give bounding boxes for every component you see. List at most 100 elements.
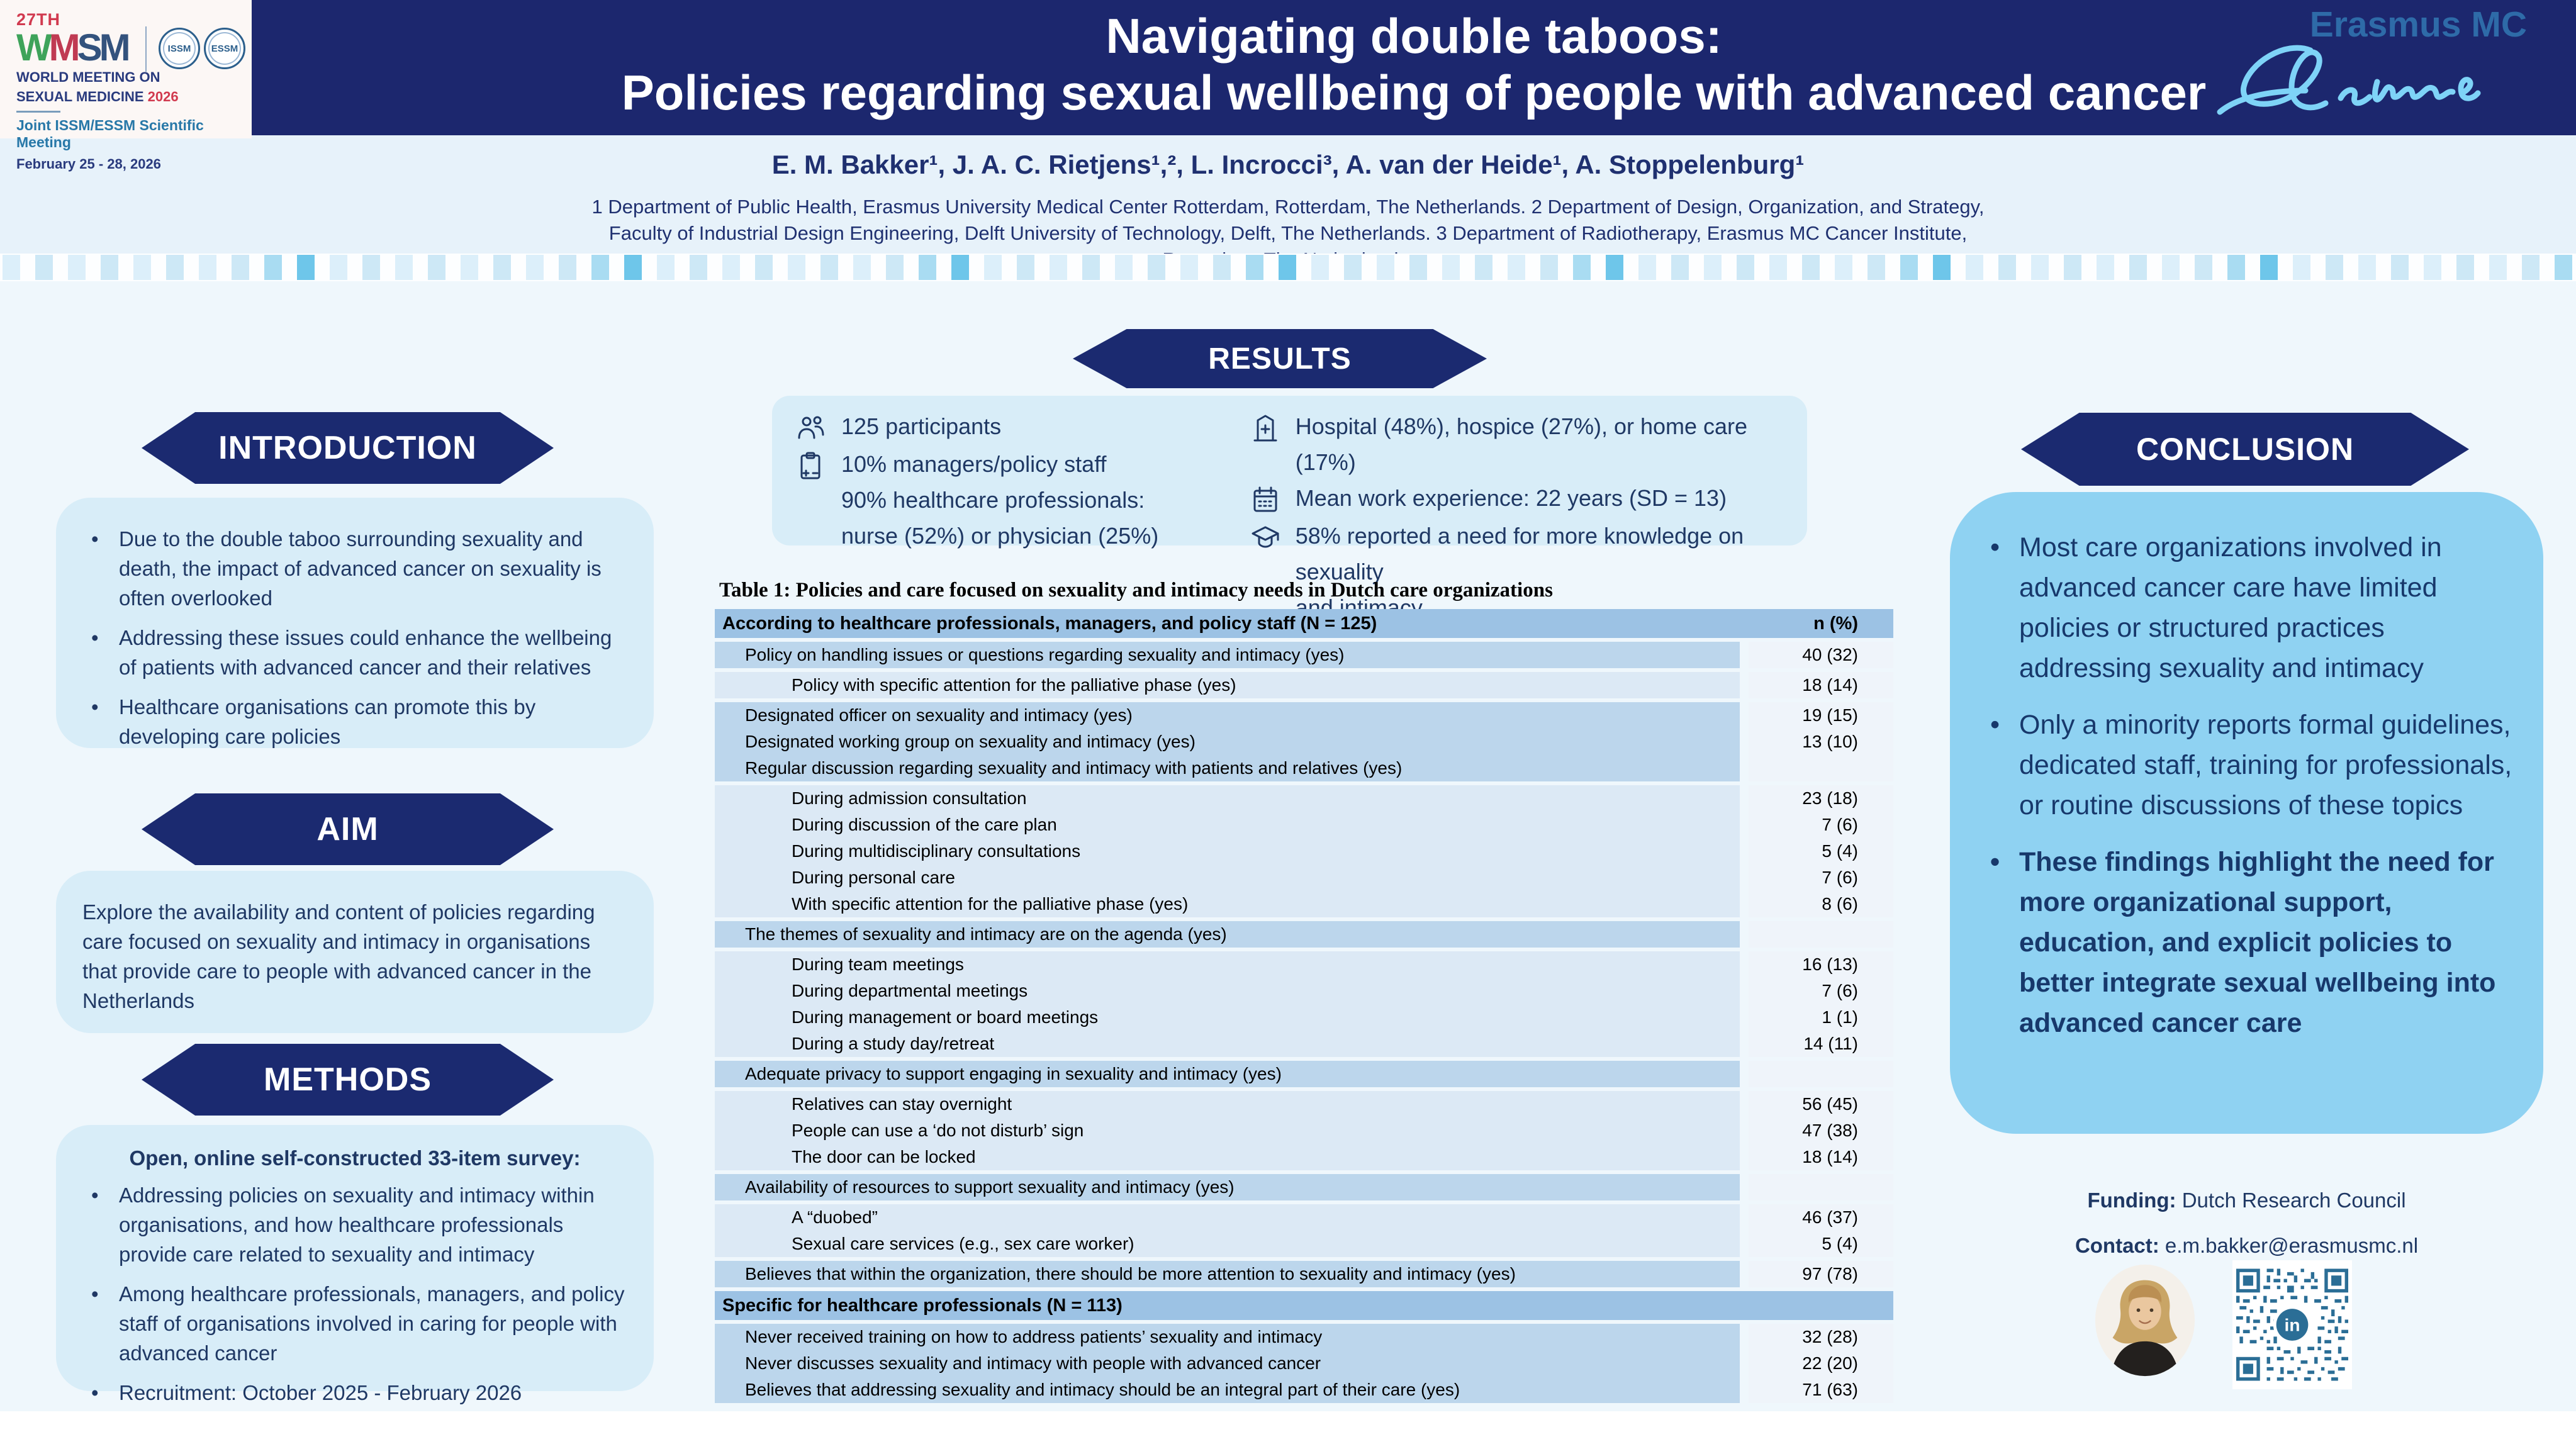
table-title: Table 1: Policies and care focused on se…: [719, 579, 1553, 601]
stat-item: Hospital (48%), hospice (27%), or home c…: [1250, 408, 1783, 480]
methods-header: METHODS: [142, 1044, 554, 1116]
strip-bar: [1606, 255, 1623, 280]
list-item: Due to the double taboo surrounding sexu…: [82, 524, 627, 613]
header-band: [0, 0, 2576, 135]
strip-bar: [984, 255, 1002, 280]
calendar-icon: [1250, 480, 1283, 518]
table-column-gap: [1740, 1117, 1749, 1144]
strip-bar: [2456, 255, 2474, 280]
wmsm-acronym: WMSM: [16, 26, 131, 69]
strip-bar: [362, 255, 380, 280]
table-row-value: 46 (37): [1749, 1204, 1893, 1231]
strip-bar: [2227, 255, 2245, 280]
list-item: Addressing these issues could enhance th…: [82, 623, 627, 682]
society-seals: ISSM ESSM: [159, 28, 245, 69]
wmsm-line2: SEXUAL MEDICINE 2026: [16, 89, 179, 104]
strip-bar: [1540, 255, 1558, 280]
wmsm-edition: 27TH: [16, 10, 61, 29]
strip-bar: [133, 255, 151, 280]
table-column-gap: [1740, 1144, 1749, 1170]
table-row-label: Believes that within the organization, t…: [715, 1261, 1740, 1287]
table-row: During a study day/retreat 14 (11): [715, 1031, 1893, 1057]
table-column-gap: [1740, 1231, 1749, 1257]
table-column-gap: [1740, 951, 1749, 978]
strip-bar: [2555, 255, 2572, 280]
table-row: Relatives can stay overnight 56 (45): [715, 1091, 1893, 1117]
strip-bar: [624, 255, 642, 280]
table-row: Regular discussion regarding sexuality a…: [715, 755, 1893, 781]
table-row-value: 8 (6): [1749, 891, 1893, 917]
table-row: Sexual care services (e.g., sex care wor…: [715, 1231, 1893, 1257]
table-row-label: During admission consultation: [715, 785, 1740, 812]
strip-bar: [493, 255, 511, 280]
strip-bar: [722, 255, 740, 280]
strip-bar: [1213, 255, 1231, 280]
table-row-label: A “duobed”: [715, 1204, 1740, 1231]
strip-bar: [690, 255, 707, 280]
table-row-label: Designated working group on sexuality an…: [715, 729, 1740, 755]
strip-bar: [1998, 255, 2016, 280]
strip-bar: [2097, 255, 2114, 280]
results-stats-box: 125 participants 10% managers/policy staf…: [772, 396, 1807, 620]
strip-bar: [232, 255, 249, 280]
strip-bar: [2326, 255, 2343, 280]
table-row: Never discusses sexuality and intimacy w…: [715, 1350, 1893, 1377]
strip-bar: [1311, 255, 1329, 280]
strip-bar: [2064, 255, 2081, 280]
table-row-value: n (%): [1749, 609, 1893, 638]
decorative-strip: [3, 255, 2576, 280]
strip-bar: [1638, 255, 1656, 280]
table-row: Policy on handling issues or questions r…: [715, 642, 1893, 668]
strip-bar: [657, 255, 675, 280]
strip-bar: [2522, 255, 2540, 280]
strip-bar: [1180, 255, 1198, 280]
table-column-gap: [1740, 891, 1749, 917]
strip-bar: [755, 255, 773, 280]
table-row-value: 5 (4): [1749, 838, 1893, 864]
strip-bar: [166, 255, 184, 280]
strip-bar: [1966, 255, 1983, 280]
table-row-label: Never received training on how to addres…: [715, 1324, 1740, 1350]
stat-text: 58% reported a need for more knowledge o…: [1295, 523, 1744, 620]
logo-divider: [16, 111, 60, 113]
strip-bar: [199, 255, 216, 280]
strip-bar: [1246, 255, 1263, 280]
table-row-value: 14 (11): [1749, 1031, 1893, 1057]
introduction-bullets: Due to the double taboo surrounding sexu…: [82, 524, 627, 751]
table-row: A “duobed” 46 (37): [715, 1204, 1893, 1231]
table-column-gap: [1740, 785, 1749, 812]
table-row-label: During multidisciplinary consultations: [715, 838, 1740, 864]
list-item: Among healthcare professionals, managers…: [82, 1279, 627, 1368]
list-item: Recruitment: October 2025 - February 202…: [82, 1378, 627, 1407]
linkedin-qr-code: in: [2232, 1260, 2352, 1389]
table-row-label: Adequate privacy to support engaging in …: [715, 1061, 1740, 1087]
strip-bar: [101, 255, 118, 280]
table-row: The themes of sexuality and intimacy are…: [715, 921, 1893, 948]
funding-label: Funding:: [2087, 1189, 2176, 1212]
strip-bar: [853, 255, 871, 280]
table-row: Availability of resources to support sex…: [715, 1174, 1893, 1200]
strip-bar: [1082, 255, 1100, 280]
strip-bar: [951, 255, 969, 280]
table-row: During departmental meetings 7 (6): [715, 978, 1893, 1004]
wmsm-dates: February 25 - 28, 2026: [16, 156, 161, 172]
strip-bar: [820, 255, 838, 280]
table-row-label: The door can be locked: [715, 1144, 1740, 1170]
bottom-margin: [0, 1411, 2576, 1449]
table-row-label: With specific attention for the palliati…: [715, 891, 1740, 917]
strip-bar: [2162, 255, 2180, 280]
strip-bar: [1279, 255, 1296, 280]
table-row-value: [1749, 1061, 1893, 1087]
strip-bar: [1508, 255, 1525, 280]
stat-item: 10% managers/policy staff 90% healthcare …: [796, 446, 1250, 554]
table-column-gap: [1740, 838, 1749, 864]
table-row: During discussion of the care plan 7 (6): [715, 812, 1893, 838]
funding-contact-block: Funding: Dutch Research Council Contact:…: [1950, 1178, 2543, 1268]
table-column-gap: [1740, 864, 1749, 891]
table-row: Designated officer on sexuality and inti…: [715, 702, 1893, 729]
table-column-gap: [1740, 672, 1749, 698]
erasmus-signature-icon: [2217, 45, 2481, 115]
table-row-value: 7 (6): [1749, 812, 1893, 838]
hospital-icon: [1250, 408, 1283, 480]
table-row: During admission consultation 23 (18): [715, 785, 1893, 812]
